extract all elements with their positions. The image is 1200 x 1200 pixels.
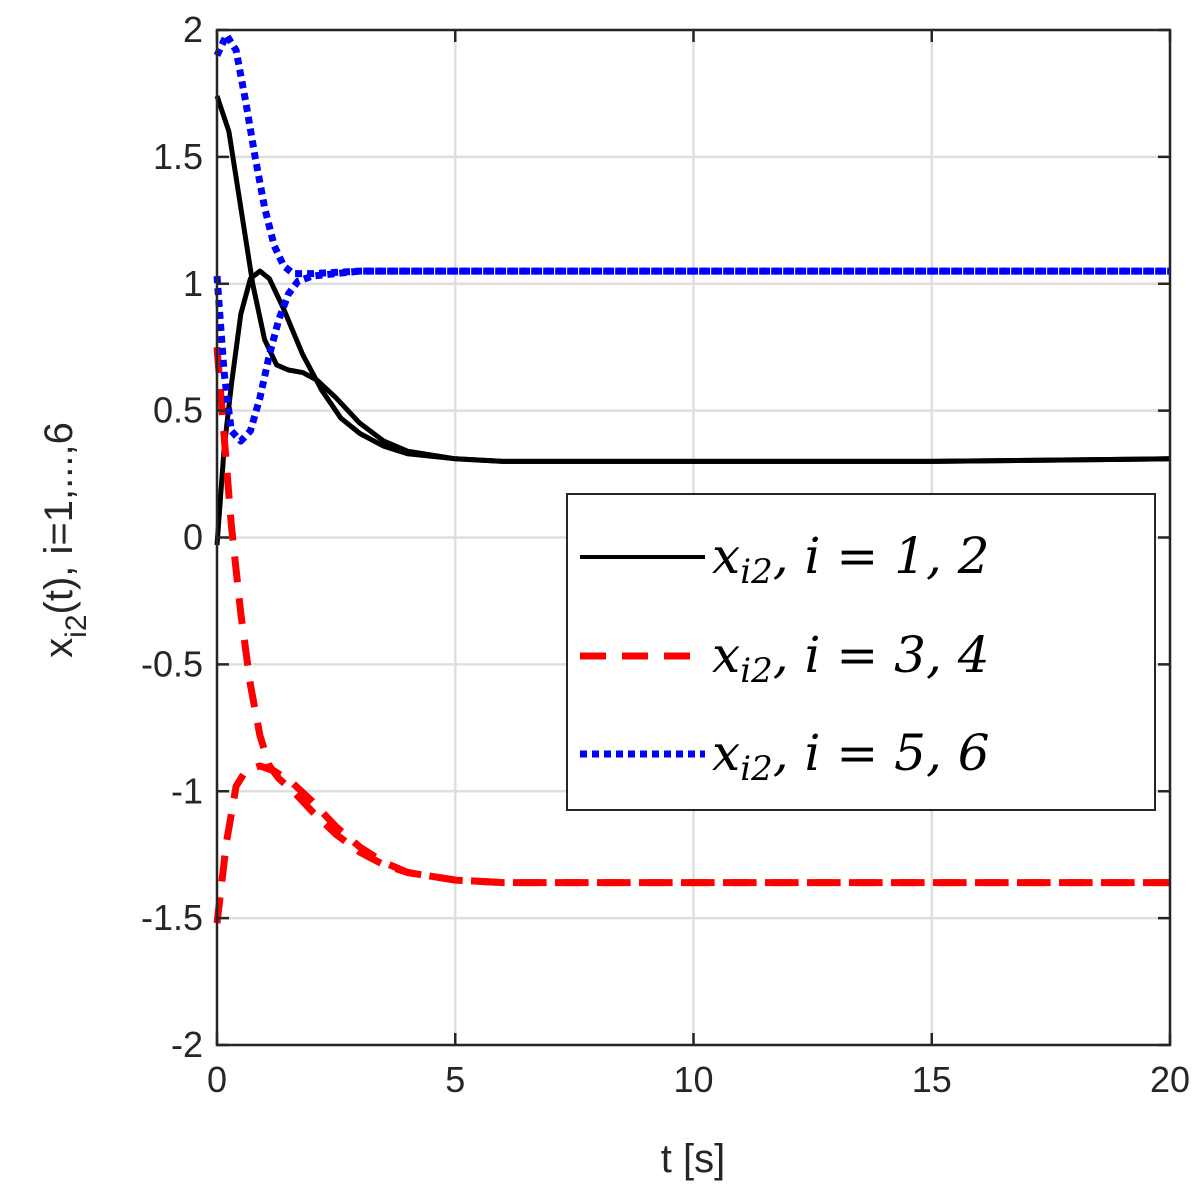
y-axis-label-subscript: i2: [60, 614, 93, 637]
series-line-4: [213, 762, 1170, 924]
y-tick-label: 2: [183, 9, 203, 50]
legend-entry-2-rest: , i = 3, 4: [773, 626, 990, 684]
series-line-6: [213, 267, 1170, 445]
legend-entry-3-var: x: [712, 724, 740, 782]
x-axis-label: t [s]: [661, 1137, 725, 1181]
legend-entry-2-var: x: [712, 626, 740, 684]
y-tick-label: -1: [171, 770, 203, 811]
y-tick-label: 1: [183, 263, 203, 304]
y-tick-label: 0.5: [153, 390, 203, 431]
y-tick-label: -0.5: [141, 643, 203, 684]
x-tick-label: 0: [207, 1059, 227, 1100]
series-layer: [213, 31, 1171, 924]
legend-entry-3-rest: , i = 5, 6: [773, 724, 990, 782]
x-tick-label: 15: [912, 1059, 952, 1100]
y-tick-label: -1.5: [141, 897, 203, 938]
legend-entry-3-sub: i2: [740, 749, 773, 789]
legend-entry-2-sub: i2: [740, 651, 773, 691]
ticks: [215, 28, 1172, 1047]
legend-entry-1-sub: i2: [740, 552, 773, 592]
y-axis-label: xi2(t), i=1,...,6: [37, 422, 93, 658]
y-axis-label-rest: (t), i=1,...,6: [37, 422, 81, 614]
legend-entry-1-var: x: [712, 527, 740, 585]
x-tick-label: 20: [1150, 1059, 1190, 1100]
legend-entry-2: xi2, i = 3, 4: [712, 626, 990, 691]
y-tick-label: -2: [171, 1024, 203, 1065]
legend: xi2, i = 1, 2 xi2, i = 3, 4 xi2, i = 5, …: [566, 493, 1156, 811]
x-tick-label: 5: [445, 1059, 465, 1100]
tick-labels: 0 5 10 15 20 -2 -1.5 -1 -0.5 0 0.5 1 1.5 2: [141, 9, 1190, 1100]
legend-entry-1: xi2, i = 1, 2: [712, 527, 990, 592]
series-line-2: [214, 268, 1171, 546]
y-tick-label: 0: [183, 517, 203, 558]
series-line-3: [213, 346, 1170, 887]
legend-entry-3: xi2, i = 5, 6: [712, 724, 990, 789]
x-tick-label: 10: [673, 1059, 713, 1100]
y-axis-label-main: x: [37, 638, 81, 658]
y-tick-label: 1.5: [153, 136, 203, 177]
legend-entry-1-rest: , i = 1, 2: [773, 527, 990, 585]
